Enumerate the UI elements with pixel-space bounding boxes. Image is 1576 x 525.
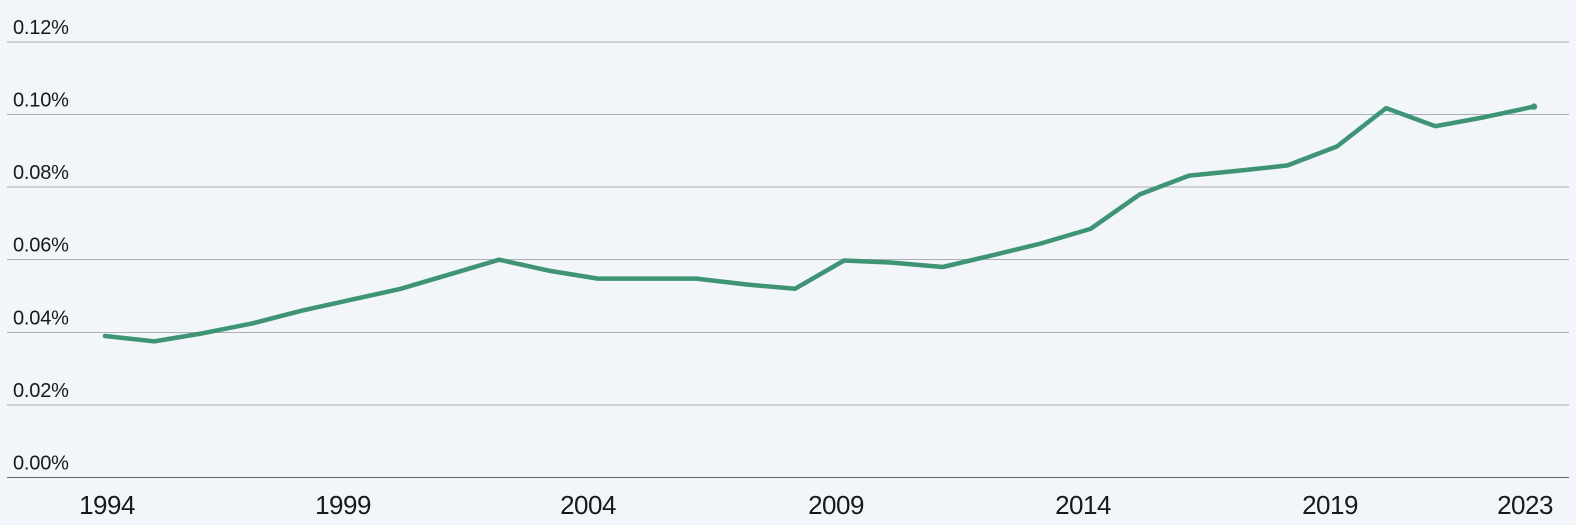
data-line — [102, 104, 1537, 344]
y-tick-label: 0.02% — [13, 380, 69, 402]
x-tick-label: 1994 — [79, 490, 135, 520]
y-tick-label: 0.06% — [13, 235, 69, 257]
y-tick-label: 0.10% — [13, 90, 69, 112]
y-tick-label: 0.08% — [13, 162, 69, 184]
x-tick-label: 2014 — [1055, 490, 1111, 520]
x-tick-label: 1999 — [315, 490, 371, 520]
data-point-end — [1530, 103, 1538, 110]
y-tick-label: 0.12% — [13, 17, 69, 39]
x-tick-label: 2023 — [1497, 490, 1553, 520]
x-tick-label: 2009 — [808, 490, 864, 520]
y-tick-label: 0.00% — [13, 453, 69, 475]
x-tick-label: 2019 — [1302, 490, 1358, 520]
y-tick-label: 0.04% — [13, 307, 69, 329]
x-tick-label: 2004 — [560, 490, 616, 520]
